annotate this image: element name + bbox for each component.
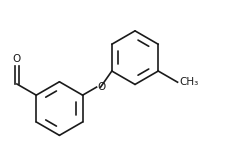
Text: O: O (97, 82, 105, 92)
Text: CH₃: CH₃ (178, 77, 197, 87)
Text: O: O (13, 54, 21, 64)
